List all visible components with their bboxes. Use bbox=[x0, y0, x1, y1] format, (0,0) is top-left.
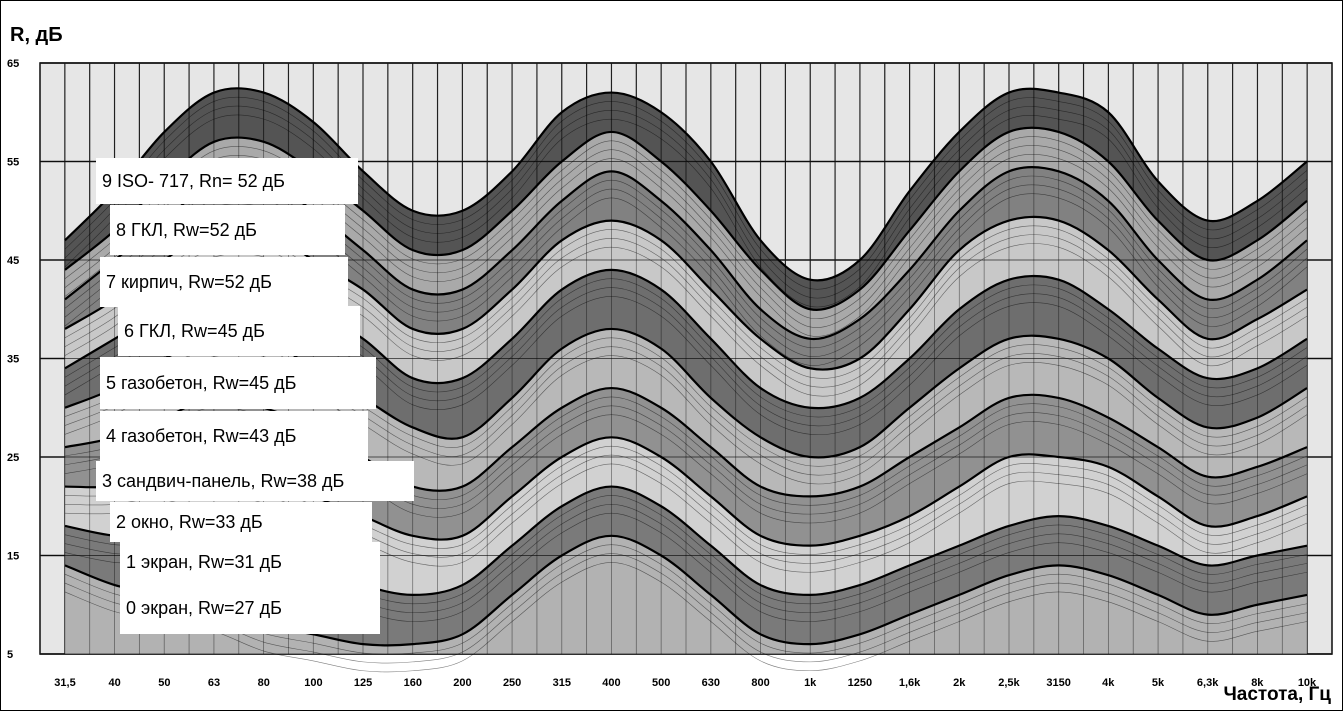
series-band bbox=[65, 535, 1307, 654]
legend-entry: 5 газобетон, Rw=45 дБ bbox=[100, 357, 376, 409]
x-tick-label: 2,5k bbox=[998, 677, 1020, 689]
x-tick-label: 4k bbox=[1102, 677, 1115, 689]
x-tick-label: 160 bbox=[404, 677, 422, 689]
series-contour bbox=[64, 114, 1308, 308]
x-tick-label: 50 bbox=[158, 677, 170, 689]
x-tick-label: 2k bbox=[953, 677, 966, 689]
x-tick-label: 400 bbox=[602, 677, 620, 689]
legend-entry: 2 окно, Rw=33 дБ bbox=[110, 502, 372, 542]
x-tick-label: 3150 bbox=[1046, 677, 1070, 689]
series-contour bbox=[64, 96, 1308, 290]
x-tick-label: 100 bbox=[304, 677, 322, 689]
y-tick-label: 35 bbox=[7, 354, 19, 366]
legend-entry: 9 ISO- 717, Rn= 52 дБ bbox=[96, 158, 358, 204]
x-tick-label: 80 bbox=[258, 677, 270, 689]
series-line bbox=[64, 126, 1308, 311]
x-tick-label: 500 bbox=[652, 677, 670, 689]
series-line bbox=[64, 87, 1308, 282]
x-tick-label: 40 bbox=[109, 677, 121, 689]
x-tick-label: 8k bbox=[1251, 677, 1264, 689]
y-tick-label: 55 bbox=[7, 157, 19, 169]
x-tick-label: 1250 bbox=[848, 677, 872, 689]
series-line bbox=[64, 386, 1308, 498]
y-tick-label: 15 bbox=[7, 551, 19, 563]
y-tick-label: 5 bbox=[7, 649, 13, 661]
x-tick-label: 1,6k bbox=[899, 677, 921, 689]
y-tick-label: 65 bbox=[7, 58, 19, 70]
x-tick-label: 5k bbox=[1152, 677, 1165, 689]
legend-entry: 4 газобетон, Rw=43 дБ bbox=[100, 411, 368, 461]
legend-entry: 7 кирпич, Rw=52 дБ bbox=[100, 257, 348, 307]
legend-entry: 6 ГКЛ, Rw=45 дБ bbox=[118, 306, 360, 356]
x-tick-label: 315 bbox=[553, 677, 571, 689]
x-tick-label: 10k bbox=[1298, 677, 1317, 689]
legend-entry: 8 ГКЛ, Rw=52 дБ bbox=[110, 205, 345, 255]
y-tick-label: 25 bbox=[7, 452, 19, 464]
legend-entry: 1 экран, Rw=31 дБ bbox=[120, 542, 380, 582]
x-tick-label: 125 bbox=[354, 677, 372, 689]
x-tick-label: 31,5 bbox=[54, 677, 75, 689]
legend-entry: 0 экран, Rw=27 дБ bbox=[120, 582, 380, 634]
x-tick-label: 250 bbox=[503, 677, 521, 689]
series-contour bbox=[64, 136, 1308, 320]
series-contour bbox=[64, 553, 1308, 664]
series-contour bbox=[64, 562, 1308, 673]
series-contour bbox=[64, 544, 1308, 655]
y-tick-label: 45 bbox=[7, 255, 19, 267]
x-axis-label: Частота, Гц bbox=[1223, 684, 1331, 705]
series-contour bbox=[64, 105, 1308, 299]
x-tick-label: 630 bbox=[702, 677, 720, 689]
y-axis-label: R, дБ bbox=[10, 24, 63, 46]
x-tick-label: 200 bbox=[453, 677, 471, 689]
x-tick-label: 800 bbox=[751, 677, 769, 689]
x-tick-label: 1k bbox=[804, 677, 817, 689]
x-tick-label: 6,3k bbox=[1197, 677, 1219, 689]
legend-entry: 3 сандвич-панель, Rw=38 дБ bbox=[96, 461, 414, 501]
x-tick-label: 63 bbox=[208, 677, 220, 689]
